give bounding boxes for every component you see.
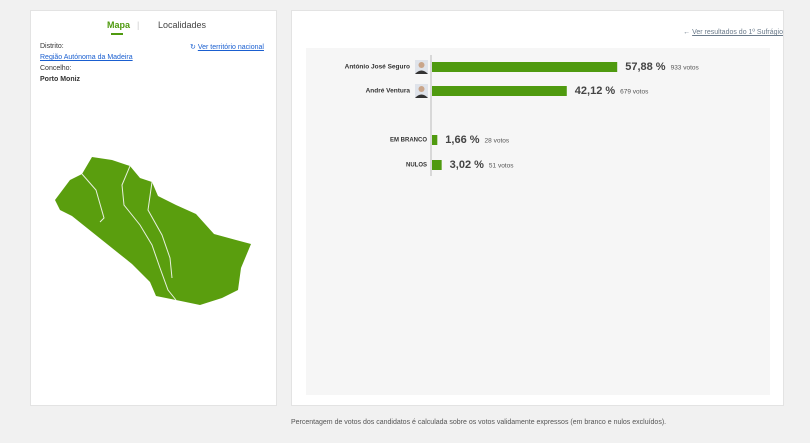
votes-label: 679 votos	[620, 89, 649, 96]
votes-label: 933 votos	[671, 65, 700, 72]
bar	[432, 86, 567, 96]
map-region[interactable]	[55, 157, 251, 305]
map-borders	[81, 165, 177, 301]
tab-underline	[111, 33, 123, 35]
national-link-text[interactable]: Ver território nacional	[197, 44, 264, 51]
category-label: NULOS	[406, 163, 427, 169]
category-label: António José Seguro	[345, 64, 410, 71]
candidate-photo	[415, 60, 428, 74]
reset-icon: ↻	[190, 44, 198, 51]
tab-separator: |	[137, 20, 140, 30]
bar	[432, 160, 442, 170]
district-label: Distrito:	[40, 43, 64, 50]
category-label: André Ventura	[366, 88, 411, 95]
council-label: Concelho:	[40, 65, 72, 72]
value-label: 3,02 %	[450, 159, 484, 171]
category-label: EM BRANCO	[390, 138, 427, 144]
national-link[interactable]: ↻ Ver território nacional	[190, 43, 264, 51]
district-link[interactable]: Região Autónoma da Madeira	[40, 54, 133, 61]
council-name: Porto Moniz	[40, 76, 81, 83]
back-link-text[interactable]: Ver resultados do 1º Sufrágio	[692, 29, 783, 36]
value-label: 57,88 %	[625, 61, 666, 73]
value-label: 1,66 %	[445, 134, 479, 146]
bar	[432, 62, 618, 72]
candidate-photo	[415, 84, 428, 98]
chart-area	[306, 48, 770, 395]
map	[55, 157, 251, 305]
tab-map[interactable]: Mapa	[107, 20, 131, 30]
back-link[interactable]: ← Ver resultados do 1º Sufrágio	[683, 29, 783, 36]
bar	[432, 135, 438, 145]
votes-label: 51 votos	[489, 163, 514, 170]
value-label: 42,12 %	[575, 85, 616, 97]
votes-label: 28 votos	[485, 138, 510, 145]
footnote: Percentagem de votos dos candidatos é ca…	[291, 419, 667, 426]
tab-localities[interactable]: Localidades	[158, 20, 207, 30]
back-icon: ←	[683, 29, 693, 36]
